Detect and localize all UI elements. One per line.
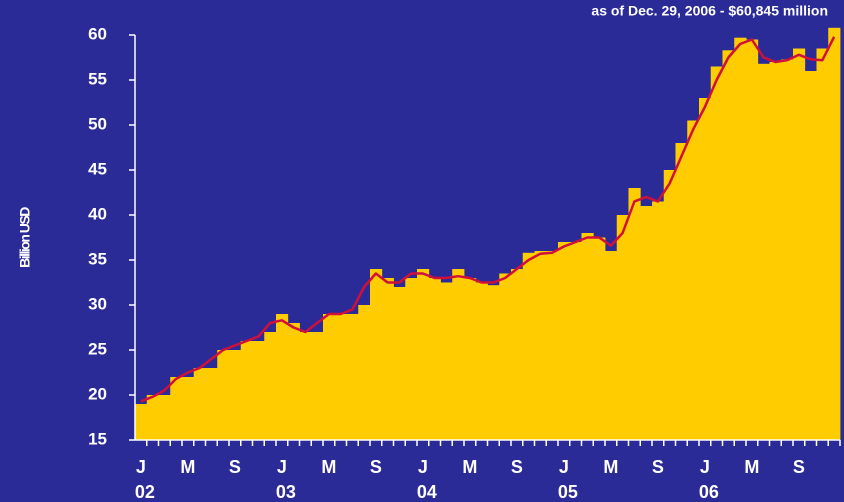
y-tick-label: 60 [88, 24, 107, 43]
bar [393, 287, 406, 440]
bar [616, 215, 629, 440]
bar [511, 269, 524, 440]
bar [522, 252, 535, 440]
x-tick-label: J [418, 457, 428, 477]
x-tick-label: J [277, 457, 287, 477]
bar [793, 48, 806, 440]
bar [440, 282, 453, 440]
bar [699, 98, 712, 440]
y-tick-label: 30 [88, 294, 107, 313]
bar [769, 62, 782, 440]
bar [158, 395, 171, 440]
bar [464, 278, 477, 440]
bar [370, 269, 383, 440]
bar [675, 143, 688, 440]
bar [581, 233, 594, 440]
x-tick-label: M [462, 457, 477, 477]
bar [452, 269, 465, 440]
y-axis-label: Billion USD [17, 207, 33, 268]
y-tick-label: 45 [88, 159, 107, 178]
bar [417, 269, 430, 440]
x-tick-label: M [603, 457, 618, 477]
year-label: 06 [699, 482, 719, 502]
x-tick-label: J [700, 457, 710, 477]
bar [346, 314, 359, 440]
bar [170, 377, 183, 440]
chart-title: as of Dec. 29, 2006 - $60,845 million [591, 3, 828, 19]
bar [804, 71, 817, 440]
bar [381, 278, 394, 440]
x-tick-label: S [793, 457, 805, 477]
bar [358, 305, 371, 440]
bar [299, 332, 312, 440]
bar [217, 350, 230, 440]
bar [746, 39, 759, 440]
x-tick-label: M [180, 457, 195, 477]
x-tick-label: S [511, 457, 523, 477]
year-label: 04 [417, 482, 437, 502]
bar [428, 278, 441, 440]
y-tick-label: 55 [88, 69, 107, 88]
bar [499, 273, 512, 440]
bar [593, 237, 606, 440]
bar [757, 63, 770, 441]
y-tick-label: 35 [88, 249, 107, 268]
year-label: 05 [558, 482, 578, 502]
bar [146, 395, 159, 440]
bar [252, 341, 265, 440]
x-tick-label: J [136, 457, 146, 477]
bar [558, 242, 571, 440]
bar [781, 59, 794, 441]
x-tick-label: M [744, 457, 759, 477]
year-label: 02 [135, 482, 155, 502]
y-tick-label: 50 [88, 114, 107, 133]
average-line [140, 36, 836, 403]
y-tick-label: 20 [88, 384, 107, 403]
bar [323, 314, 336, 440]
bar [229, 350, 242, 440]
x-tick-label: M [321, 457, 336, 477]
bar [628, 188, 641, 440]
bar [652, 201, 665, 440]
x-tick-label: J [559, 457, 569, 477]
bar [264, 332, 277, 440]
bar [475, 282, 488, 440]
x-tick-label: S [370, 457, 382, 477]
bar [487, 285, 500, 440]
bar [722, 50, 735, 441]
y-tick-label: 40 [88, 204, 107, 223]
bar [546, 251, 559, 440]
bar [534, 251, 547, 440]
bar [182, 377, 195, 440]
bar [828, 27, 841, 441]
bar [663, 170, 676, 440]
bar [687, 120, 700, 440]
bar [405, 278, 418, 440]
x-tick-label: S [229, 457, 241, 477]
y-tick-label: 15 [88, 429, 107, 448]
bar [334, 314, 347, 440]
x-tick-label: S [652, 457, 664, 477]
bar [816, 48, 829, 440]
bar [605, 251, 618, 440]
bar [311, 332, 324, 440]
bar [193, 368, 206, 440]
year-label: 03 [276, 482, 296, 502]
bar [569, 242, 582, 440]
bar [734, 37, 747, 440]
bar [710, 66, 723, 440]
bar [205, 368, 218, 440]
bar [640, 206, 653, 440]
y-tick-label: 25 [88, 339, 107, 358]
bar [287, 323, 300, 440]
bar [276, 314, 289, 440]
bar [240, 341, 253, 440]
bar [135, 404, 148, 440]
